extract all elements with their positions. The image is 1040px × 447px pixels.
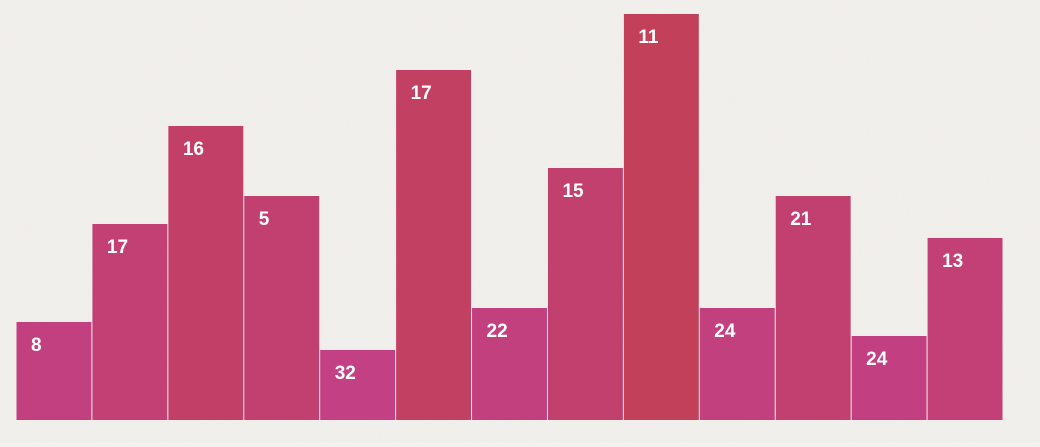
bar-8 xyxy=(547,168,623,420)
data-label-10: 24 xyxy=(714,321,736,342)
data-label-1: 8 xyxy=(31,335,42,356)
data-label-7: 22 xyxy=(487,321,508,342)
bar-13 xyxy=(927,238,1003,420)
bar-5 xyxy=(320,350,396,420)
bar-11 xyxy=(775,196,851,420)
data-label-group: 8 17 16 5 32 17 22 15 11 24 21 24 13 xyxy=(31,27,963,384)
bar-9 xyxy=(623,14,699,420)
bar-4 xyxy=(244,196,320,420)
data-label-6: 17 xyxy=(411,83,432,104)
bar-7 xyxy=(472,308,547,420)
data-label-3: 16 xyxy=(183,139,204,160)
data-label-9: 11 xyxy=(638,27,659,48)
data-label-5: 32 xyxy=(335,363,356,384)
bar-group xyxy=(16,14,1003,420)
bar-3 xyxy=(168,126,244,420)
data-label-11: 21 xyxy=(790,209,812,230)
data-label-8: 15 xyxy=(562,181,584,202)
bar-10 xyxy=(699,308,775,420)
data-label-4: 5 xyxy=(259,209,270,230)
bar-2 xyxy=(92,224,168,420)
data-label-13: 13 xyxy=(942,251,963,272)
bar-1 xyxy=(16,322,92,420)
data-label-12: 24 xyxy=(866,349,888,370)
bar-12 xyxy=(851,336,927,420)
bar-6 xyxy=(396,70,472,420)
data-label-2: 17 xyxy=(107,237,128,258)
